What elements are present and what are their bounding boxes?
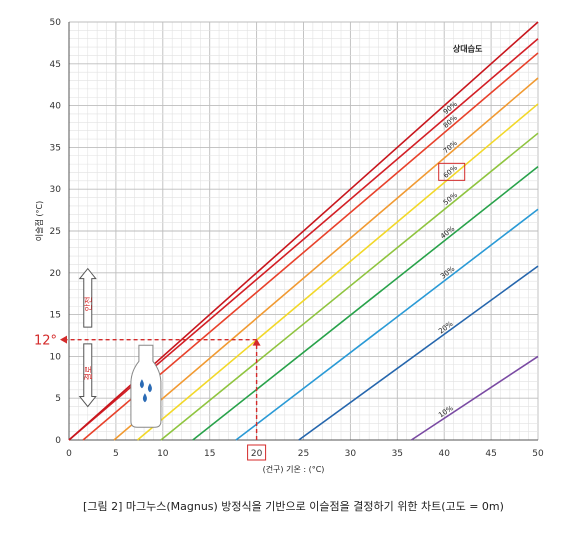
y-tick-label: 30	[50, 185, 62, 195]
y-axis-title: 이슬점 (°C)	[34, 201, 44, 241]
x-tick-label: 5	[113, 449, 119, 459]
y-tick-label: 25	[50, 227, 61, 237]
y-tick-label: 15	[50, 311, 61, 321]
chart-axes: 0 5 10 15 20 25 30 35 40 45 50 0 5 10 15 20 25 30 35 40 45 50…	[34, 18, 544, 474]
legend-title: 상대습도	[453, 43, 483, 53]
series-line-50pct	[160, 132, 539, 441]
x-tick-label: 30	[345, 449, 357, 459]
series-line-70pct	[113, 77, 539, 441]
x-axis-title: (건구) 기온 : (°C)	[263, 464, 325, 474]
y-tick-label: 20	[50, 269, 62, 279]
y-tick-label: 5	[55, 394, 61, 404]
safe-arrow-icon	[78, 267, 97, 328]
x-tick-label: 25	[298, 449, 309, 459]
safe-label: 안전	[83, 297, 93, 312]
x-tick-label: 40	[438, 449, 450, 459]
x-tick-label: 15	[204, 449, 215, 459]
y-tick-label: 40	[50, 102, 62, 112]
x-tick-label: 50	[532, 449, 544, 459]
figure-caption: [그림 2] 마그누스(Magnus) 방정식을 기반으로 이슬점을 결정하기 …	[83, 500, 504, 513]
y-tick-label: 0	[55, 436, 61, 446]
bottle-with-drops-icon	[130, 344, 162, 428]
series-line-10pct	[410, 355, 539, 441]
series-line-30pct	[235, 208, 539, 441]
series-line-20pct	[298, 265, 539, 441]
condensation-label: 결로	[83, 366, 93, 381]
y-tick-label: 10	[50, 352, 62, 362]
series-line-60pct	[136, 103, 539, 441]
y-tick-label: 50	[50, 18, 62, 28]
x-tick-label: 45	[485, 449, 496, 459]
highlight-y-label: 12°	[34, 334, 57, 349]
arrowhead-left	[60, 335, 67, 344]
y-tick-label: 35	[50, 143, 61, 153]
x-tick-label: 10	[157, 449, 169, 459]
highlight-x-box	[247, 444, 267, 461]
y-tick-label: 45	[50, 60, 61, 70]
series-line-40pct	[192, 166, 539, 441]
x-tick-label: 0	[66, 449, 72, 459]
highlight-box-60	[438, 162, 466, 181]
x-tick-label: 35	[392, 449, 403, 459]
condensation-arrow-icon	[78, 343, 97, 408]
arrowhead-up	[252, 338, 261, 346]
x-tick-label: 20	[251, 449, 263, 459]
